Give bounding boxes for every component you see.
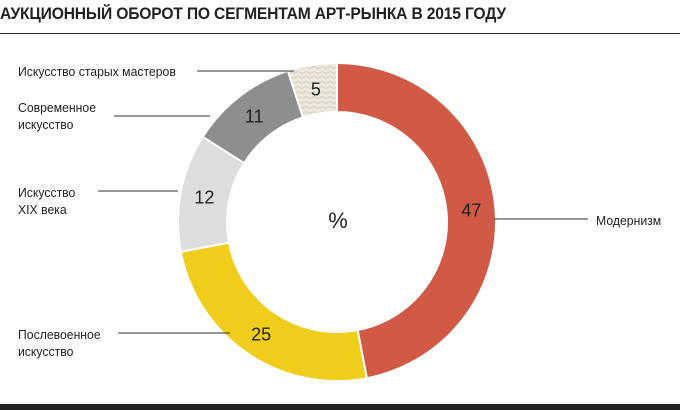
- slice-label-3: Современное искусство: [18, 99, 96, 133]
- slice-label-line: искусство: [18, 117, 74, 132]
- chart-title: АУКЦИОННЫЙ ОБОРОТ ПО СЕГМЕНТАМ АРТ-РЫНКА…: [0, 4, 506, 23]
- slice-label-4: Искусство старых мастеров: [18, 63, 176, 80]
- slice-4: [286, 61, 338, 119]
- leader-lines: [98, 70, 588, 334]
- slice-label-line: Искусство старых мастеров: [18, 64, 176, 79]
- slice-label-line: Современное: [18, 100, 97, 115]
- slice-label-0: Модернизм: [596, 212, 661, 229]
- slice-label-line: Послевоенное: [18, 327, 101, 342]
- slice-label-2: Искусство XIX века: [18, 184, 75, 218]
- slice-value-3: 11: [245, 106, 264, 126]
- slice-label-line: Искусство: [18, 185, 76, 200]
- slice-label-line: искусство: [18, 344, 74, 359]
- slice-values: 47 25 12 11 5: [194, 80, 481, 345]
- slice-0: [336, 61, 498, 380]
- title-divider: [0, 33, 680, 34]
- slice-label-line: XIX века: [18, 202, 67, 217]
- donut-slices: [177, 61, 498, 382]
- slice-value-1: 25: [251, 325, 271, 345]
- slice-value-2: 12: [194, 188, 214, 208]
- center-percent-label: %: [328, 208, 348, 233]
- slice-value-0: 47: [461, 200, 481, 220]
- slice-label-1: Послевоенное искусство: [18, 326, 101, 360]
- bottom-divider: [0, 404, 680, 410]
- slice-label-line: Модернизм: [596, 213, 662, 228]
- slice-1: [179, 241, 368, 382]
- slice-value-4: 5: [311, 80, 321, 100]
